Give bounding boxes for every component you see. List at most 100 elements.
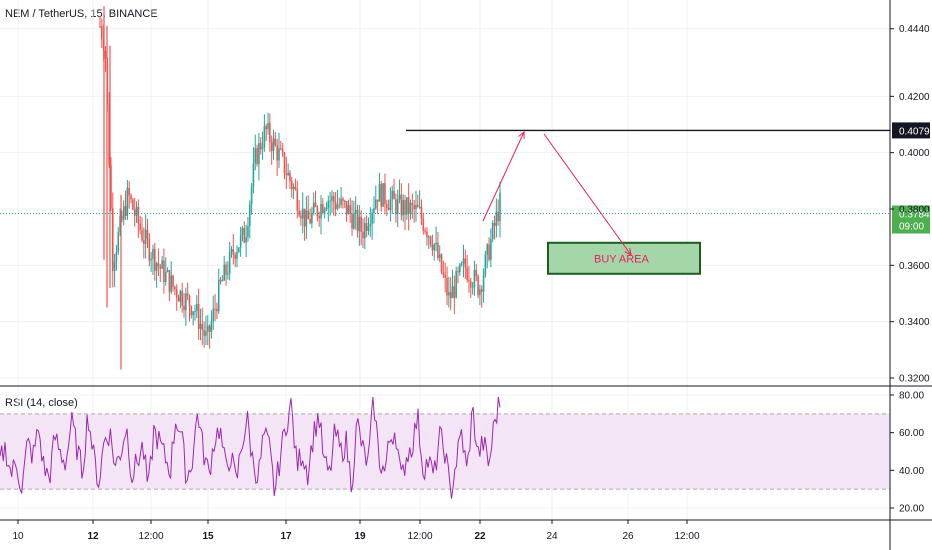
candle-body	[283, 152, 286, 174]
candle-body	[477, 276, 479, 296]
candle-body	[455, 271, 457, 298]
candle-body	[373, 208, 375, 213]
candle-body	[382, 183, 384, 207]
candle-body	[239, 234, 242, 248]
candle-body	[347, 205, 350, 215]
candle-body	[312, 202, 315, 213]
candle-body	[438, 254, 441, 259]
candle-body	[497, 211, 499, 222]
candle-body	[205, 331, 207, 336]
candle-body	[276, 145, 278, 161]
candle-body	[460, 263, 463, 265]
candle-body	[407, 197, 410, 214]
candle-body	[354, 209, 357, 214]
candle-body	[351, 213, 353, 229]
candle-body	[132, 199, 134, 210]
candle-body	[137, 206, 140, 224]
candle-body	[486, 244, 489, 255]
candle-body	[466, 267, 468, 280]
candle-body	[301, 208, 304, 219]
candle-body	[327, 200, 330, 208]
candle-body	[174, 286, 176, 290]
candle-body	[223, 264, 226, 281]
chart-title: NEM / TetherUS, 15, BINANCE	[5, 8, 158, 20]
candle-body	[108, 103, 110, 166]
rsi-tick-label: 80.00	[899, 391, 924, 402]
candle-body	[435, 242, 437, 245]
candle-body	[389, 199, 392, 210]
price-tick-label: 0.4440	[899, 24, 930, 35]
candle-body	[305, 210, 308, 227]
candle-body	[334, 202, 337, 209]
candle-body	[371, 212, 373, 224]
buy-area-label: BUY AREA	[594, 253, 649, 265]
candle-body	[199, 324, 202, 329]
candle-body	[473, 270, 476, 288]
candle-body	[449, 292, 452, 299]
candle-body	[111, 208, 114, 271]
candle-body	[121, 216, 123, 220]
candle-body	[411, 203, 414, 205]
candle-body	[404, 200, 406, 215]
candle-body	[247, 225, 249, 238]
candle-body	[212, 308, 215, 322]
candle-body	[367, 226, 370, 231]
time-tick-label: 17	[280, 531, 292, 542]
candle-body	[153, 248, 156, 271]
candle-body	[345, 201, 348, 215]
candle-body	[188, 295, 191, 307]
candle-body	[141, 229, 143, 241]
candle-body	[429, 236, 432, 245]
candle-body	[353, 213, 355, 229]
candle-body	[124, 206, 127, 216]
candle-body	[230, 249, 233, 252]
candle-body	[216, 308, 218, 312]
candle-body	[130, 195, 132, 200]
candle-body	[181, 290, 183, 306]
candle-body	[338, 204, 341, 206]
arrow-down-head	[624, 248, 632, 256]
candle-body	[133, 209, 136, 216]
candle-body	[217, 279, 220, 312]
candle-body	[128, 187, 131, 196]
candle-body	[395, 199, 397, 215]
candle-body	[424, 230, 426, 232]
candle-body	[166, 270, 169, 272]
candle-body	[236, 252, 238, 259]
candle-body	[369, 223, 372, 227]
candle-body	[323, 209, 326, 214]
candle-body	[274, 138, 277, 146]
rsi-line	[0, 396, 501, 499]
candle-body	[210, 321, 213, 333]
candle-body	[479, 289, 481, 296]
price-tick-label: 0.3200	[899, 374, 930, 385]
candle-body	[152, 248, 154, 259]
candle-body	[365, 223, 368, 231]
candle-body	[459, 264, 461, 273]
candle-body	[285, 173, 288, 176]
candle-body	[194, 310, 196, 312]
candle-body	[309, 219, 311, 224]
candle-body	[314, 202, 317, 208]
candle-body	[214, 308, 216, 310]
candle-body	[99, 25, 101, 27]
price-tick-label: 0.4000	[899, 148, 930, 159]
candle-body	[196, 304, 198, 311]
candle-body	[343, 200, 346, 202]
candle-body	[358, 216, 361, 232]
candle-body	[117, 231, 120, 252]
last-price-badge	[892, 205, 930, 234]
candle-body	[280, 148, 282, 150]
candle-body	[248, 204, 251, 226]
candle-body	[183, 305, 185, 311]
arrow-down	[543, 133, 632, 256]
candle-body	[316, 207, 319, 216]
time-tick-label: 12:00	[674, 531, 699, 542]
price-tick-label: 0.4200	[899, 92, 930, 103]
candle-body	[245, 237, 247, 243]
candle-body	[250, 186, 253, 205]
candle-body	[475, 270, 478, 277]
rsi-tick-label: 40.00	[899, 466, 924, 477]
